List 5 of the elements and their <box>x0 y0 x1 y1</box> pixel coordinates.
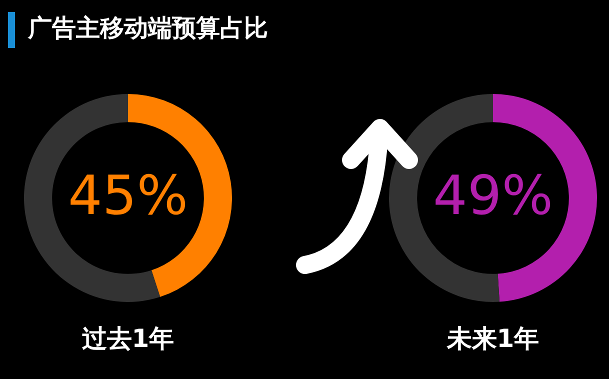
text: 过去1年 <box>80 323 176 355</box>
data-label: 45% <box>68 164 188 228</box>
text: 未来1年 <box>446 323 540 355</box>
data-label: 49% <box>432 164 554 228</box>
chart-title: 广告主移动端预算占比 <box>28 13 268 44</box>
